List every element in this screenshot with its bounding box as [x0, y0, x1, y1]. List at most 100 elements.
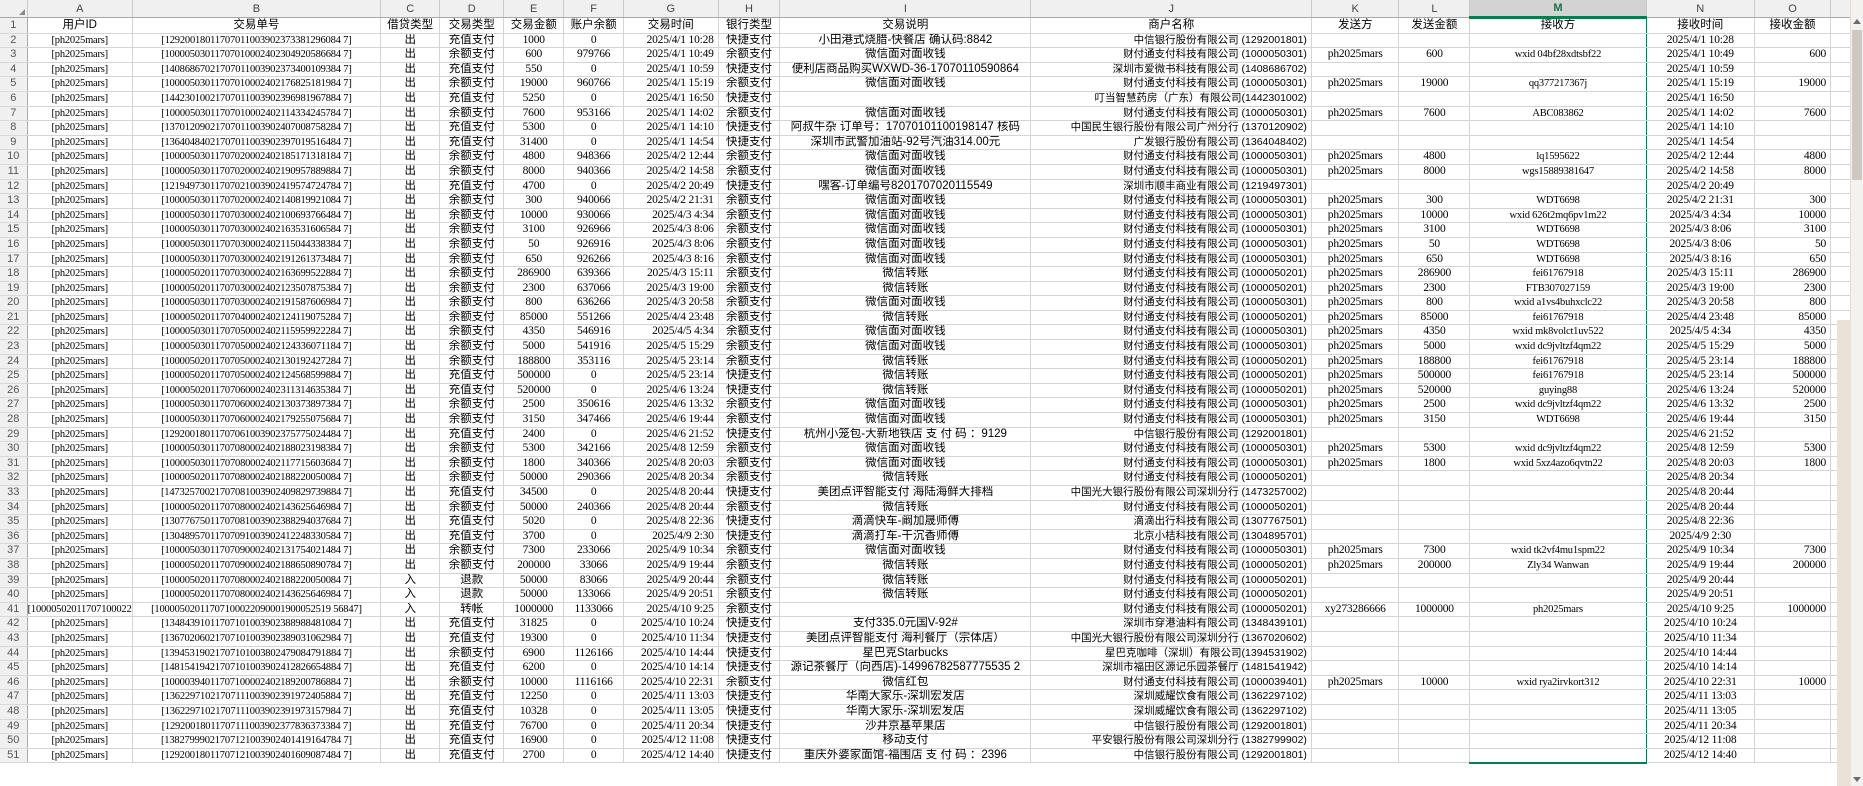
cell-k-5[interactable]: ph2025mars [1311, 76, 1400, 92]
cell-i-37[interactable]: 微信面对面收钱 [779, 543, 1032, 559]
column-header-j[interactable]: J [1030, 0, 1312, 18]
cell-o-49[interactable] [1754, 719, 1832, 735]
cell-a-47[interactable]: [ph2025mars] [27, 689, 133, 705]
table-row[interactable]: 22 [ph2025mars] [1000050301170705000240211… [0, 324, 1851, 341]
cell-m-15[interactable]: WDT6698 [1469, 222, 1647, 238]
cell-d-12[interactable]: 充值支付 [439, 179, 504, 195]
cell-e-43[interactable]: 19300 [503, 631, 565, 647]
cell-g-2[interactable]: 2025/4/1 10:28 [623, 33, 719, 49]
cell-m-2[interactable] [1469, 33, 1647, 49]
table-row[interactable]: 17 [ph2025mars] [1000050301170703000240219… [0, 252, 1851, 268]
cell-g-31[interactable]: 2025/4/8 20:03 [623, 456, 719, 472]
cell-c-18[interactable]: 出 [380, 266, 441, 282]
cell-c-26[interactable]: 出 [380, 383, 441, 399]
cell-i-44[interactable]: 星巴克Starbucks [779, 646, 1032, 662]
cell-d-2[interactable]: 充值支付 [439, 33, 504, 49]
cell-c-11[interactable]: 出 [380, 164, 441, 180]
cell-n-2[interactable]: 2025/4/1 10:28 [1646, 33, 1755, 49]
cell-o-25[interactable]: 500000 [1754, 368, 1832, 384]
cell-n-5[interactable]: 2025/4/1 15:19 [1646, 76, 1755, 92]
cell-j-32[interactable]: 财付通支付科技有限公司 (1000050201) [1030, 470, 1312, 486]
cell-m-36[interactable] [1469, 529, 1647, 545]
cell-f-8[interactable]: 0 [563, 120, 624, 136]
cell-l-32[interactable] [1398, 470, 1471, 486]
cell-o-42[interactable] [1754, 616, 1832, 632]
cell-e-5[interactable]: 19000 [503, 76, 565, 92]
cell-b-35[interactable]: [13077675011707081003902388294037684 7] [132, 514, 381, 530]
cell-h-36[interactable]: 快捷支付 [718, 529, 781, 545]
cell-c-24[interactable]: 出 [380, 354, 441, 370]
cell-j-25[interactable]: 财付通支付科技有限公司 (1000050201) [1030, 368, 1312, 384]
table-row[interactable]: 20 [ph2025mars] [1000050301170703000240219… [0, 295, 1851, 311]
cell-f-14[interactable]: 930066 [563, 208, 624, 224]
cell-c-12[interactable]: 出 [380, 179, 441, 195]
cell-f-51[interactable]: 0 [563, 748, 624, 764]
cell-n-43[interactable]: 2025/4/10 11:34 [1646, 631, 1755, 647]
cell-h-46[interactable]: 余额支付 [718, 675, 781, 691]
cell-e-30[interactable]: 5300 [503, 441, 565, 457]
cell-m-14[interactable]: wxid 626t2mq6pv1m22 [1469, 208, 1647, 224]
cell-o-36[interactable] [1754, 529, 1832, 545]
cell-d-36[interactable]: 充值支付 [439, 529, 504, 545]
cell-j-35[interactable]: 滴滴出行科技有限公司 (1307767501) [1030, 514, 1312, 530]
cell-a-11[interactable]: [ph2025mars] [27, 164, 133, 180]
cell-h-14[interactable]: 余额支付 [718, 208, 781, 224]
cell-d-38[interactable]: 余额支付 [439, 558, 504, 574]
cell-d-43[interactable]: 充值支付 [439, 631, 504, 647]
cell-o-11[interactable]: 8000 [1754, 164, 1832, 180]
cell-a-33[interactable]: [ph2025mars] [27, 485, 133, 501]
row-header-10[interactable]: 10 [0, 149, 28, 165]
cell-g-15[interactable]: 2025/4/3 8:06 [623, 222, 719, 238]
cell-g-37[interactable]: 2025/4/9 10:34 [623, 543, 719, 559]
cell-l-34[interactable] [1398, 500, 1471, 516]
cell-c-16[interactable]: 出 [380, 237, 441, 253]
cell-c-49[interactable]: 出 [380, 719, 441, 735]
cell-m-30[interactable]: wxid dc9jvltzf4qm22 [1469, 441, 1647, 457]
cell-i-46[interactable]: 微信红包 [779, 675, 1032, 691]
cell-h-34[interactable]: 余额支付 [718, 500, 781, 516]
cell-d-28[interactable]: 余额支付 [439, 412, 504, 428]
cell-k-17[interactable]: ph2025mars [1311, 252, 1400, 268]
row-header-44[interactable]: 44 [0, 646, 28, 662]
cell-l-7[interactable]: 7600 [1398, 106, 1471, 122]
table-row[interactable]: 50 [ph2025mars] [1382799902170712100390240… [0, 733, 1851, 749]
cell-i-20[interactable]: 微信面对面收钱 [779, 295, 1032, 311]
cell-g-14[interactable]: 2025/4/3 4:34 [623, 208, 719, 224]
cell-d-17[interactable]: 余额支付 [439, 252, 504, 268]
cell-i-4[interactable]: 便利店商品购买WXWD-36-17070110590864 [779, 62, 1032, 78]
cell-l-12[interactable] [1398, 179, 1471, 195]
cell-k-14[interactable]: ph2025mars [1311, 208, 1400, 224]
cell-h-38[interactable]: 余额支付 [718, 558, 781, 574]
cell-g-45[interactable]: 2025/4/10 14:14 [623, 660, 719, 676]
column-header-e[interactable]: E [503, 0, 565, 18]
cell-k-42[interactable] [1311, 616, 1400, 632]
cell-o-50[interactable] [1754, 733, 1832, 749]
row-header-2[interactable]: 2 [0, 33, 28, 49]
cell-a-18[interactable]: [ph2025mars] [27, 266, 133, 282]
cell-c-13[interactable]: 出 [380, 193, 441, 209]
cell-a-15[interactable]: [ph2025mars] [27, 222, 133, 238]
cell-m-51[interactable] [1469, 748, 1647, 764]
cell-b-15[interactable]: [10000503011707030002402163531606584 7] [132, 222, 381, 238]
cell-l-13[interactable]: 300 [1398, 193, 1471, 209]
cell-j-23[interactable]: 财付通支付科技有限公司 (1000050301) [1030, 339, 1312, 355]
cell-g-3[interactable]: 2025/4/1 10:49 [623, 47, 719, 63]
cell-e-25[interactable]: 500000 [503, 368, 565, 384]
cell-h-18[interactable]: 余额支付 [718, 266, 781, 282]
cell-l-41[interactable]: 1000000 [1398, 602, 1471, 618]
cell-c-19[interactable]: 出 [380, 281, 441, 297]
cell-a-4[interactable]: [ph2025mars] [27, 62, 133, 78]
cell-k-19[interactable]: ph2025mars [1311, 281, 1400, 297]
column-header-n[interactable]: N [1646, 0, 1755, 18]
cell-f-45[interactable]: 0 [563, 660, 624, 676]
cell-c-36[interactable]: 出 [380, 529, 441, 545]
cell-c-15[interactable]: 出 [380, 222, 441, 238]
cell-m-27[interactable]: wxid dc9jvltzf4qm22 [1469, 397, 1647, 414]
cell-a-17[interactable]: [ph2025mars] [27, 252, 133, 268]
cell-c-20[interactable]: 出 [380, 295, 441, 311]
cell-g-39[interactable]: 2025/4/9 20:44 [623, 573, 719, 589]
cell-k-18[interactable]: ph2025mars [1311, 266, 1400, 282]
cell-e-18[interactable]: 286900 [503, 266, 565, 282]
cell-m-18[interactable]: fei61767918 [1469, 266, 1647, 282]
cell-e-3[interactable]: 600 [503, 47, 565, 63]
